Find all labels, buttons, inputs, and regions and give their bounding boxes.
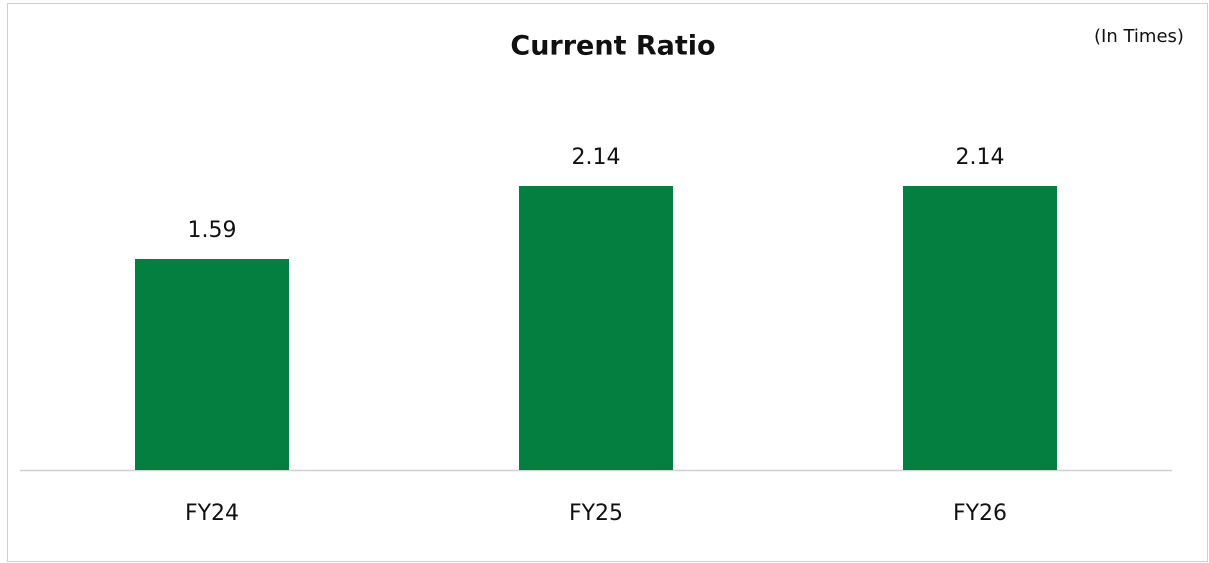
data-label: 2.14 (572, 145, 621, 170)
data-label: 2.14 (956, 145, 1005, 170)
chart-title: Current Ratio (510, 31, 715, 62)
bar (519, 186, 673, 470)
unit-note: (In Times) (1094, 26, 1184, 47)
x-tick-label: FY25 (569, 501, 623, 526)
bar (135, 258, 289, 470)
data-label: 1.59 (188, 218, 237, 243)
bar (903, 186, 1057, 470)
x-tick-label: FY24 (185, 501, 239, 526)
x-tick-label: FY26 (953, 501, 1007, 526)
